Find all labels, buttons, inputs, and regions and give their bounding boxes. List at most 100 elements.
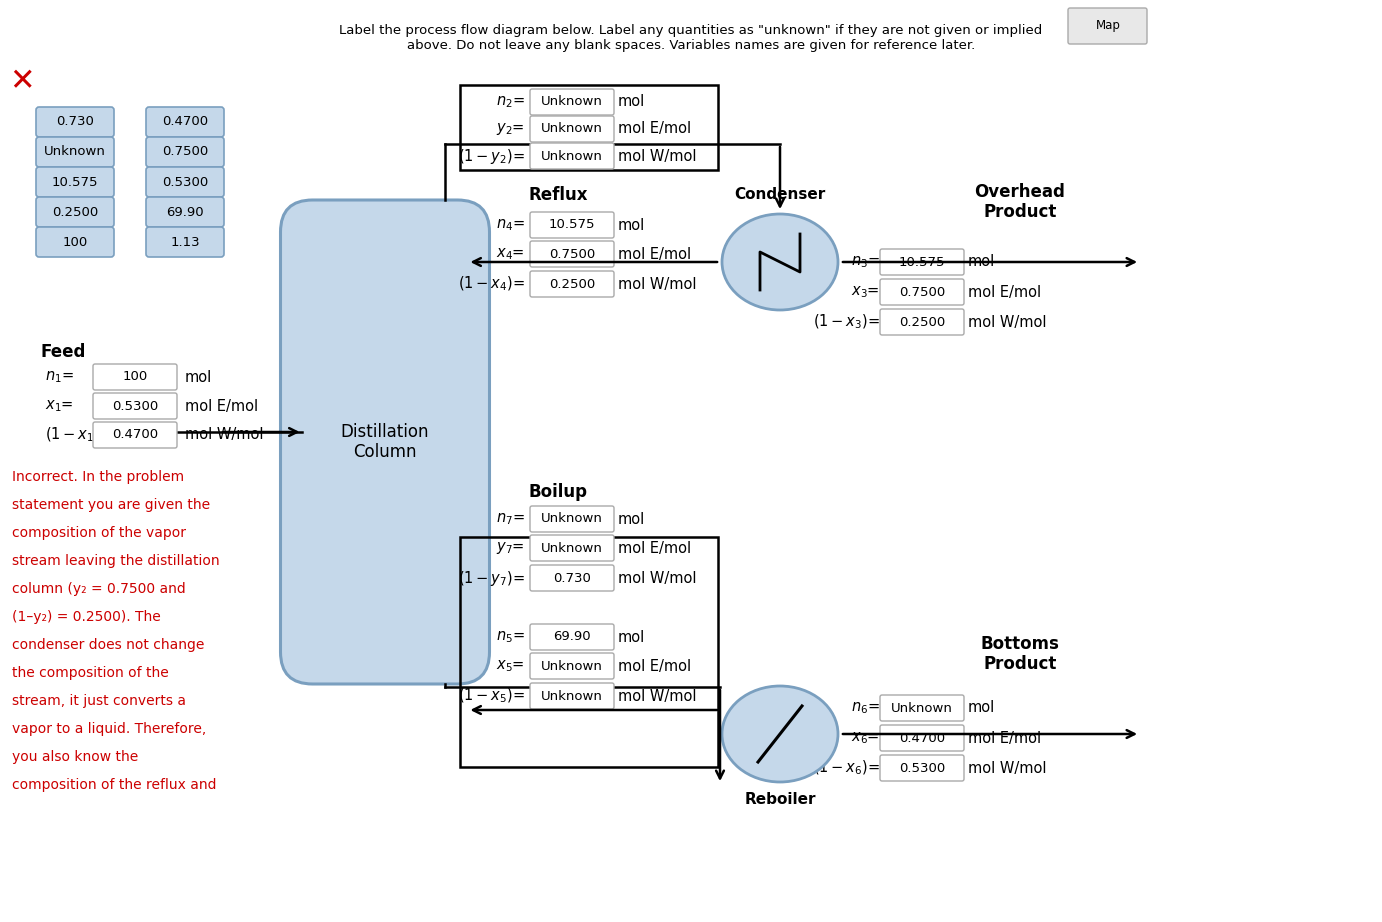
FancyBboxPatch shape xyxy=(36,107,113,137)
FancyBboxPatch shape xyxy=(36,227,113,257)
Text: 0.5300: 0.5300 xyxy=(898,762,945,774)
Text: Distillation
Column: Distillation Column xyxy=(341,422,430,461)
Text: Label the process flow diagram below. Label any quantities as "unknown" if they : Label the process flow diagram below. La… xyxy=(340,24,1042,52)
Ellipse shape xyxy=(721,214,837,310)
Text: Unknown: Unknown xyxy=(891,702,954,715)
Text: $n_3$=: $n_3$= xyxy=(851,254,880,270)
Text: mol W/mol: mol W/mol xyxy=(967,761,1046,775)
Text: 0.7500: 0.7500 xyxy=(162,146,209,159)
FancyBboxPatch shape xyxy=(531,212,614,238)
Text: 10.575: 10.575 xyxy=(51,175,98,188)
Text: 0.4700: 0.4700 xyxy=(898,731,945,744)
FancyBboxPatch shape xyxy=(36,197,113,227)
Text: Unknown: Unknown xyxy=(542,690,603,703)
Text: mol W/mol: mol W/mol xyxy=(618,571,697,585)
Text: mol W/mol: mol W/mol xyxy=(618,689,697,703)
Text: $x_1$=: $x_1$= xyxy=(46,398,73,414)
Text: Reflux: Reflux xyxy=(528,186,587,204)
Text: Unknown: Unknown xyxy=(542,123,603,136)
Text: Unknown: Unknown xyxy=(542,149,603,162)
Text: 0.7500: 0.7500 xyxy=(549,247,596,261)
FancyBboxPatch shape xyxy=(1068,8,1147,44)
Text: mol E/mol: mol E/mol xyxy=(618,658,691,673)
Text: mol W/mol: mol W/mol xyxy=(618,277,697,291)
FancyBboxPatch shape xyxy=(281,200,489,684)
FancyBboxPatch shape xyxy=(531,241,614,267)
Text: 0.4700: 0.4700 xyxy=(162,115,209,128)
FancyBboxPatch shape xyxy=(93,422,177,448)
FancyBboxPatch shape xyxy=(880,725,965,751)
Text: 0.5300: 0.5300 xyxy=(162,175,209,188)
Text: $(1-x_4)$=: $(1-x_4)$= xyxy=(457,275,525,293)
Text: 0.2500: 0.2500 xyxy=(898,315,945,328)
Text: stream leaving the distillation: stream leaving the distillation xyxy=(12,554,220,568)
Text: column (y₂ = 0.7500 and: column (y₂ = 0.7500 and xyxy=(12,582,185,596)
Text: Unknown: Unknown xyxy=(542,513,603,526)
Text: Reboiler: Reboiler xyxy=(745,792,815,807)
FancyBboxPatch shape xyxy=(146,227,224,257)
Text: statement you are given the: statement you are given the xyxy=(12,498,210,512)
Text: $(1-y_2)$=: $(1-y_2)$= xyxy=(457,147,525,166)
FancyBboxPatch shape xyxy=(93,364,177,390)
FancyBboxPatch shape xyxy=(531,116,614,142)
Text: $y_2$=: $y_2$= xyxy=(496,121,525,137)
Text: $n_7$=: $n_7$= xyxy=(496,511,525,526)
Text: you also know the: you also know the xyxy=(12,750,138,764)
Text: 0.2500: 0.2500 xyxy=(549,278,596,290)
Text: $n_5$=: $n_5$= xyxy=(496,629,525,644)
FancyBboxPatch shape xyxy=(531,624,614,650)
FancyBboxPatch shape xyxy=(146,197,224,227)
Text: $n_4$=: $n_4$= xyxy=(496,218,525,233)
Text: Unknown: Unknown xyxy=(542,541,603,554)
Ellipse shape xyxy=(721,686,837,782)
Text: $n_1$=: $n_1$= xyxy=(46,369,73,384)
Text: 0.730: 0.730 xyxy=(57,115,94,128)
FancyBboxPatch shape xyxy=(531,271,614,297)
Text: $x_4$=: $x_4$= xyxy=(496,246,525,262)
Text: $y_7$=: $y_7$= xyxy=(496,540,525,556)
Text: $x_6$=: $x_6$= xyxy=(851,730,880,746)
Text: $(1-x_1)$=: $(1-x_1)$= xyxy=(46,426,112,444)
Text: 1.13: 1.13 xyxy=(170,235,200,249)
Text: mol: mol xyxy=(618,94,645,110)
Text: 10.575: 10.575 xyxy=(898,255,945,268)
Text: mol: mol xyxy=(185,370,213,384)
Text: mol: mol xyxy=(618,512,645,526)
Text: $(1-x_3)$=: $(1-x_3)$= xyxy=(813,313,880,331)
Bar xyxy=(460,537,719,767)
FancyBboxPatch shape xyxy=(146,107,224,137)
Text: 100: 100 xyxy=(123,371,148,384)
FancyBboxPatch shape xyxy=(880,755,965,781)
Text: Boilup: Boilup xyxy=(528,483,587,501)
Text: $x_3$=: $x_3$= xyxy=(851,284,880,300)
FancyBboxPatch shape xyxy=(146,167,224,197)
FancyBboxPatch shape xyxy=(531,535,614,561)
Text: mol E/mol: mol E/mol xyxy=(618,122,691,136)
Text: (1–y₂) = 0.2500). The: (1–y₂) = 0.2500). The xyxy=(12,610,160,624)
Text: 0.7500: 0.7500 xyxy=(898,286,945,299)
Text: Unknown: Unknown xyxy=(542,659,603,672)
Text: mol: mol xyxy=(618,630,645,644)
Text: condenser does not change: condenser does not change xyxy=(12,638,205,652)
Text: composition of the reflux and: composition of the reflux and xyxy=(12,778,217,792)
Text: $n_2$=: $n_2$= xyxy=(496,94,525,110)
Text: 100: 100 xyxy=(62,235,87,249)
Text: mol: mol xyxy=(618,218,645,232)
Text: mol E/mol: mol E/mol xyxy=(185,398,258,413)
Text: 0.2500: 0.2500 xyxy=(53,206,98,219)
FancyBboxPatch shape xyxy=(880,279,965,305)
FancyBboxPatch shape xyxy=(531,683,614,709)
FancyBboxPatch shape xyxy=(93,393,177,419)
Text: mol W/mol: mol W/mol xyxy=(185,428,264,443)
Text: Feed: Feed xyxy=(40,343,86,361)
Text: 69.90: 69.90 xyxy=(553,631,591,644)
Text: $x_5$=: $x_5$= xyxy=(496,658,525,674)
Text: 0.5300: 0.5300 xyxy=(112,399,158,412)
Text: mol W/mol: mol W/mol xyxy=(967,314,1046,329)
FancyBboxPatch shape xyxy=(880,309,965,335)
FancyBboxPatch shape xyxy=(531,143,614,169)
Text: stream, it just converts a: stream, it just converts a xyxy=(12,694,187,708)
Text: composition of the vapor: composition of the vapor xyxy=(12,526,187,540)
Text: mol E/mol: mol E/mol xyxy=(618,540,691,555)
FancyBboxPatch shape xyxy=(146,137,224,167)
